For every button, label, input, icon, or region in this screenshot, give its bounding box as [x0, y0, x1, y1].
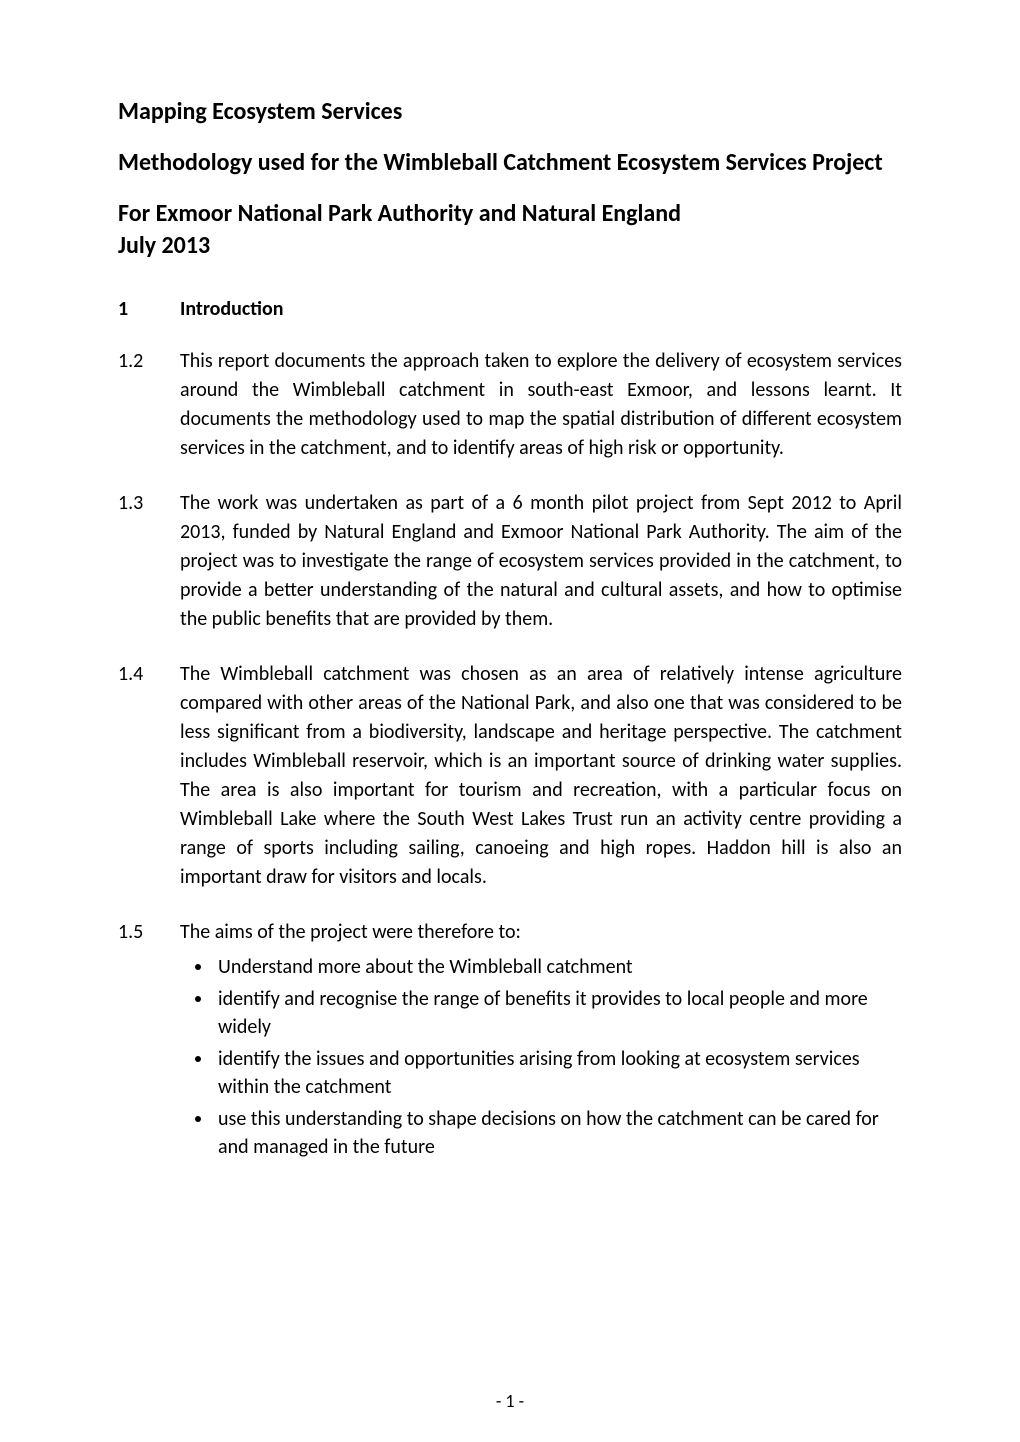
page-number: - 1 -: [0, 1390, 1020, 1412]
title-mapping: Mapping Ecosystem Services: [118, 96, 902, 127]
title-for-exmoor-line1: For Exmoor National Park Authority and N…: [118, 199, 681, 228]
paragraph-1-3: 1.3 The work was undertaken as part of a…: [118, 489, 902, 634]
document-page: Mapping Ecosystem Services Methodology u…: [0, 0, 1020, 1442]
paragraph-body: The Wimbleball catchment was chosen as a…: [180, 660, 902, 892]
title-for-exmoor: For Exmoor National Park Authority and N…: [118, 198, 902, 260]
paragraph-number: 1.4: [118, 660, 180, 892]
paragraph-number: 1.3: [118, 489, 180, 634]
list-item: identify and recognise the range of bene…: [214, 985, 902, 1041]
section-1-number: 1: [118, 297, 180, 321]
section-1-heading: 1Introduction: [118, 297, 902, 321]
paragraph-1-5: 1.5 The aims of the project were therefo…: [118, 918, 902, 947]
title-july-2013: July 2013: [118, 231, 210, 260]
paragraph-body: The aims of the project were therefore t…: [180, 918, 902, 947]
paragraph-1-4: 1.4 The Wimbleball catchment was chosen …: [118, 660, 902, 892]
paragraph-number: 1.2: [118, 347, 180, 463]
list-item: identify the issues and opportunities ar…: [214, 1045, 902, 1101]
list-item: use this understanding to shape decision…: [214, 1105, 902, 1161]
title-methodology: Methodology used for the Wimbleball Catc…: [118, 147, 902, 178]
paragraph-number: 1.5: [118, 918, 180, 947]
paragraph-body: This report documents the approach taken…: [180, 347, 902, 463]
paragraph-body: The work was undertaken as part of a 6 m…: [180, 489, 902, 634]
aims-bullet-list: Understand more about the Wimbleball cat…: [118, 953, 902, 1161]
list-item: Understand more about the Wimbleball cat…: [214, 953, 902, 981]
paragraph-1-2: 1.2 This report documents the approach t…: [118, 347, 902, 463]
section-1-label: Introduction: [180, 297, 283, 321]
